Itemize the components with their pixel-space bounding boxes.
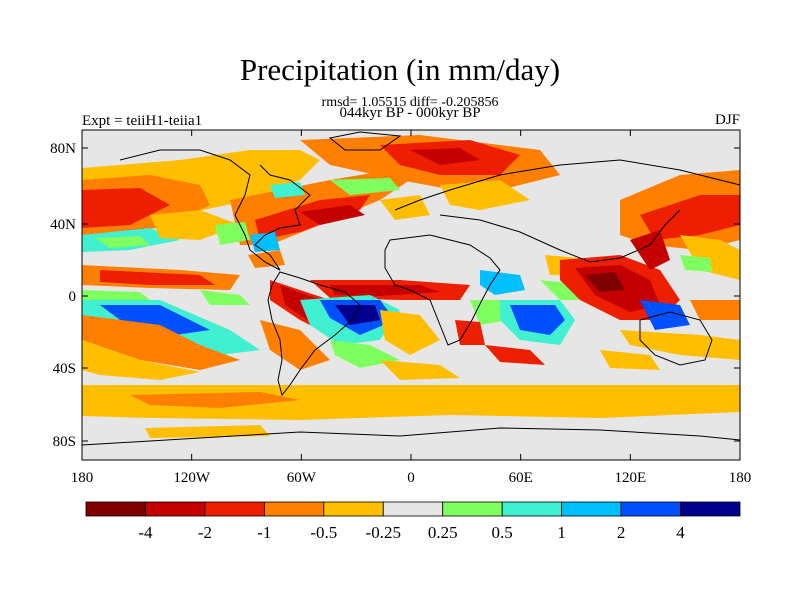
colorbar-swatch (145, 501, 206, 517)
precip-region (82, 290, 150, 300)
colorbar-swatch (620, 501, 681, 517)
precip-region (680, 255, 712, 272)
colorbar-swatch (263, 501, 325, 517)
colorbar-swatch (382, 501, 444, 517)
precip-region (640, 195, 740, 240)
precip-region (145, 425, 270, 438)
map-title: Precipitation (in mm/day) (239, 52, 561, 87)
lon-tick-label: 120E (614, 470, 646, 486)
coastline-antarctica (82, 427, 740, 446)
colorbar: -4 -2 -1 -0.5 -0.25 0.25 0.5 1 2 4 (85, 501, 741, 542)
precip-region (630, 230, 670, 270)
precip-region (480, 270, 525, 295)
lon-tick-label: 60E (509, 470, 533, 486)
coastline-south-america (267, 271, 361, 397)
colorbar-label: 2 (617, 523, 626, 542)
precip-region (100, 305, 210, 335)
precip-region (330, 178, 400, 195)
precip-region (485, 345, 545, 365)
lon-ticks: 180 120W 60W 0 60E 120E 180 (71, 130, 752, 486)
precip-region (585, 272, 625, 292)
precip-region (440, 180, 530, 210)
precip-region (510, 305, 565, 335)
precip-region (410, 148, 480, 165)
precip-region (95, 236, 150, 248)
colorbar-swatch (442, 501, 503, 517)
lat-tick-label: 80S (53, 434, 76, 450)
coastlines (82, 131, 740, 446)
experiment-label: Expt = teiiH1-teiia1 (82, 113, 203, 129)
colorbar-label: -0.25 (366, 523, 401, 542)
colorbar-label: -2 (198, 523, 212, 542)
precip-region (600, 350, 660, 370)
season-label: DJF (714, 112, 740, 128)
precip-region (82, 340, 200, 380)
precip-region (640, 300, 690, 330)
lon-tick-label: 60W (287, 470, 317, 486)
lon-tick-label: 120W (173, 470, 211, 486)
precip-region (690, 300, 740, 320)
precip-region (380, 360, 460, 380)
colorbar-label: 4 (676, 523, 685, 542)
precip-region (82, 188, 170, 228)
colorbar-label: -0.5 (310, 523, 337, 542)
lon-tick-label: 180 (729, 470, 752, 486)
colorbar-label: 0.5 (492, 523, 513, 542)
precip-field (82, 130, 740, 460)
lat-ticks: 80N 40N 0 40S 80S (50, 141, 740, 450)
precip-region (300, 205, 365, 225)
precip-region (270, 182, 305, 198)
precip-region (455, 320, 485, 345)
precip-region (200, 290, 250, 305)
colorbar-label: 0.25 (428, 523, 458, 542)
lat-tick-label: 40N (50, 217, 76, 233)
precip-region (100, 270, 215, 285)
colorbar-label: -1 (257, 523, 271, 542)
lat-tick-label: 0 (69, 289, 77, 305)
period-line: 044kyr BP - 000kyr BP (339, 105, 481, 121)
coastline-greenland (328, 131, 402, 151)
colorbar-swatch (501, 501, 563, 517)
lat-tick-label: 80N (50, 141, 76, 157)
colorbar-label: 1 (557, 523, 566, 542)
colorbar-swatch (561, 501, 622, 517)
lon-tick-label: 180 (71, 470, 94, 486)
lat-tick-label: 40S (53, 361, 76, 377)
coastline-eurasia (394, 159, 740, 263)
lon-tick-label: 0 (407, 470, 415, 486)
colorbar-swatch (680, 501, 741, 517)
colorbar-label: -4 (138, 523, 153, 542)
coastline-north-america (119, 149, 311, 271)
stats-line: rmsd= 1.05515 diff= -0.205856 (321, 95, 499, 110)
precip-region (380, 310, 440, 355)
colorbar-swatch (323, 501, 384, 517)
colorbar-swatch (204, 501, 265, 517)
coastline-africa (384, 234, 501, 346)
precip-region (130, 392, 300, 408)
coastline-australia (639, 311, 713, 366)
precip-region (335, 305, 380, 325)
colorbar-swatch (85, 501, 146, 517)
precip-region (330, 285, 440, 296)
precip-region (82, 315, 240, 370)
precip-region (680, 235, 740, 280)
